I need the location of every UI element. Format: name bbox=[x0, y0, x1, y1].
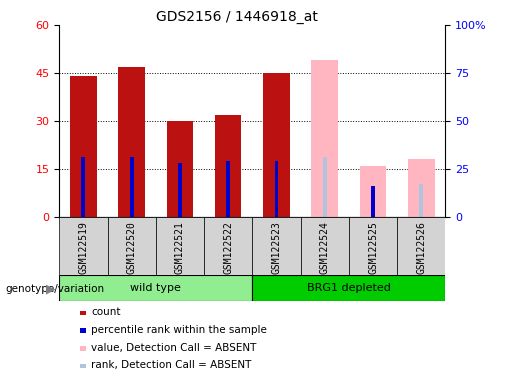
Text: ▶: ▶ bbox=[46, 282, 56, 295]
Bar bbox=[274, 161, 279, 217]
Bar bbox=[59, 217, 108, 275]
Bar bbox=[178, 163, 182, 217]
Bar bbox=[312, 60, 338, 217]
Bar bbox=[167, 121, 193, 217]
Text: BRG1 depleted: BRG1 depleted bbox=[307, 283, 391, 293]
Text: GSM122525: GSM122525 bbox=[368, 222, 378, 275]
Text: genotype/variation: genotype/variation bbox=[5, 284, 104, 294]
Bar bbox=[419, 184, 423, 217]
Text: GSM122526: GSM122526 bbox=[416, 222, 426, 275]
Bar bbox=[301, 217, 349, 275]
Text: GSM122524: GSM122524 bbox=[320, 222, 330, 275]
Bar bbox=[360, 166, 386, 217]
Text: rank, Detection Call = ABSENT: rank, Detection Call = ABSENT bbox=[91, 360, 251, 370]
Bar bbox=[371, 186, 375, 217]
Bar bbox=[408, 159, 435, 217]
Text: GSM122523: GSM122523 bbox=[271, 222, 282, 275]
Bar bbox=[263, 73, 290, 217]
Bar bbox=[349, 217, 397, 275]
Bar bbox=[70, 76, 97, 217]
Bar bbox=[81, 157, 85, 217]
Bar bbox=[156, 217, 204, 275]
Text: GDS2156 / 1446918_at: GDS2156 / 1446918_at bbox=[156, 10, 318, 23]
Bar bbox=[323, 157, 327, 217]
Text: GSM122519: GSM122519 bbox=[78, 222, 89, 275]
Bar bbox=[59, 275, 252, 301]
Bar bbox=[226, 161, 230, 217]
Text: GSM122520: GSM122520 bbox=[127, 222, 136, 275]
Bar bbox=[118, 66, 145, 217]
Text: wild type: wild type bbox=[130, 283, 181, 293]
Text: value, Detection Call = ABSENT: value, Detection Call = ABSENT bbox=[91, 343, 256, 353]
Bar bbox=[215, 114, 242, 217]
Bar bbox=[397, 217, 445, 275]
Bar bbox=[252, 275, 445, 301]
Bar bbox=[204, 217, 252, 275]
Bar bbox=[130, 157, 133, 217]
Text: percentile rank within the sample: percentile rank within the sample bbox=[91, 325, 267, 335]
Text: count: count bbox=[91, 307, 121, 317]
Bar bbox=[252, 217, 301, 275]
Bar bbox=[108, 217, 156, 275]
Text: GSM122521: GSM122521 bbox=[175, 222, 185, 275]
Text: GSM122522: GSM122522 bbox=[223, 222, 233, 275]
